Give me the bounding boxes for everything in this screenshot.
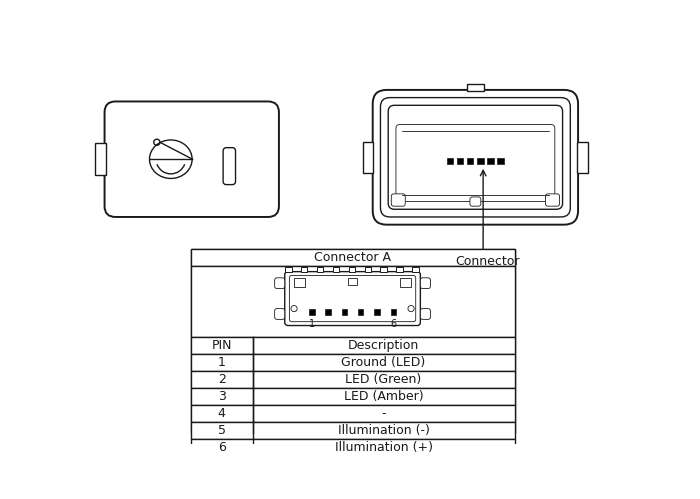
Bar: [190, 371, 514, 388]
Bar: [285, 267, 291, 272]
Bar: [190, 405, 514, 422]
FancyBboxPatch shape: [470, 197, 481, 206]
FancyBboxPatch shape: [372, 90, 578, 225]
Bar: [294, 278, 305, 287]
FancyBboxPatch shape: [421, 308, 430, 319]
Text: Ground (LED): Ground (LED): [342, 356, 426, 369]
Bar: [498, 158, 504, 164]
Text: 2: 2: [218, 373, 225, 386]
Bar: [190, 250, 514, 266]
FancyBboxPatch shape: [274, 278, 285, 288]
Bar: [342, 309, 347, 315]
Bar: [467, 84, 484, 91]
Text: PIN: PIN: [211, 339, 232, 352]
FancyBboxPatch shape: [285, 271, 421, 325]
Text: 6: 6: [218, 441, 225, 454]
FancyBboxPatch shape: [389, 105, 563, 209]
Bar: [487, 158, 494, 164]
Bar: [95, 143, 106, 175]
Bar: [301, 267, 307, 272]
FancyBboxPatch shape: [421, 278, 430, 288]
FancyBboxPatch shape: [391, 194, 405, 206]
Text: LED (Green): LED (Green): [345, 373, 421, 386]
Bar: [309, 309, 314, 315]
Bar: [190, 422, 514, 439]
FancyBboxPatch shape: [104, 101, 279, 217]
Text: Illumination (-): Illumination (-): [337, 424, 430, 437]
FancyBboxPatch shape: [274, 308, 285, 319]
Bar: [400, 278, 411, 287]
Bar: [396, 267, 403, 272]
Bar: [365, 267, 371, 272]
Bar: [190, 354, 514, 371]
FancyBboxPatch shape: [223, 148, 235, 185]
Bar: [381, 267, 387, 272]
Bar: [358, 309, 363, 315]
Bar: [326, 309, 331, 315]
Text: 5: 5: [218, 424, 225, 437]
Text: Connector A: Connector A: [314, 251, 391, 264]
Text: Connector: Connector: [455, 255, 519, 268]
Bar: [190, 250, 514, 433]
Text: 1: 1: [218, 356, 225, 369]
Bar: [412, 267, 419, 272]
Bar: [391, 309, 396, 315]
Bar: [332, 267, 340, 272]
Bar: [457, 158, 463, 164]
Text: LED (Amber): LED (Amber): [344, 390, 424, 403]
FancyBboxPatch shape: [381, 98, 570, 217]
Text: 4: 4: [218, 407, 225, 420]
Bar: [316, 267, 323, 272]
Bar: [363, 142, 374, 173]
Bar: [447, 158, 454, 164]
FancyBboxPatch shape: [396, 125, 555, 202]
Text: 1: 1: [309, 318, 315, 329]
Text: Description: Description: [348, 339, 419, 352]
FancyBboxPatch shape: [289, 275, 416, 322]
Bar: [578, 142, 588, 173]
Bar: [190, 439, 514, 456]
Text: 6: 6: [390, 318, 396, 329]
Bar: [190, 337, 514, 354]
Bar: [477, 158, 484, 164]
Bar: [348, 278, 357, 285]
Bar: [190, 388, 514, 405]
Bar: [349, 267, 356, 272]
Bar: [190, 266, 514, 337]
Text: -: -: [382, 407, 386, 420]
Bar: [468, 158, 473, 164]
Bar: [374, 309, 379, 315]
Text: Illumination (+): Illumination (+): [335, 441, 433, 454]
FancyBboxPatch shape: [545, 194, 559, 206]
Text: 3: 3: [218, 390, 225, 403]
